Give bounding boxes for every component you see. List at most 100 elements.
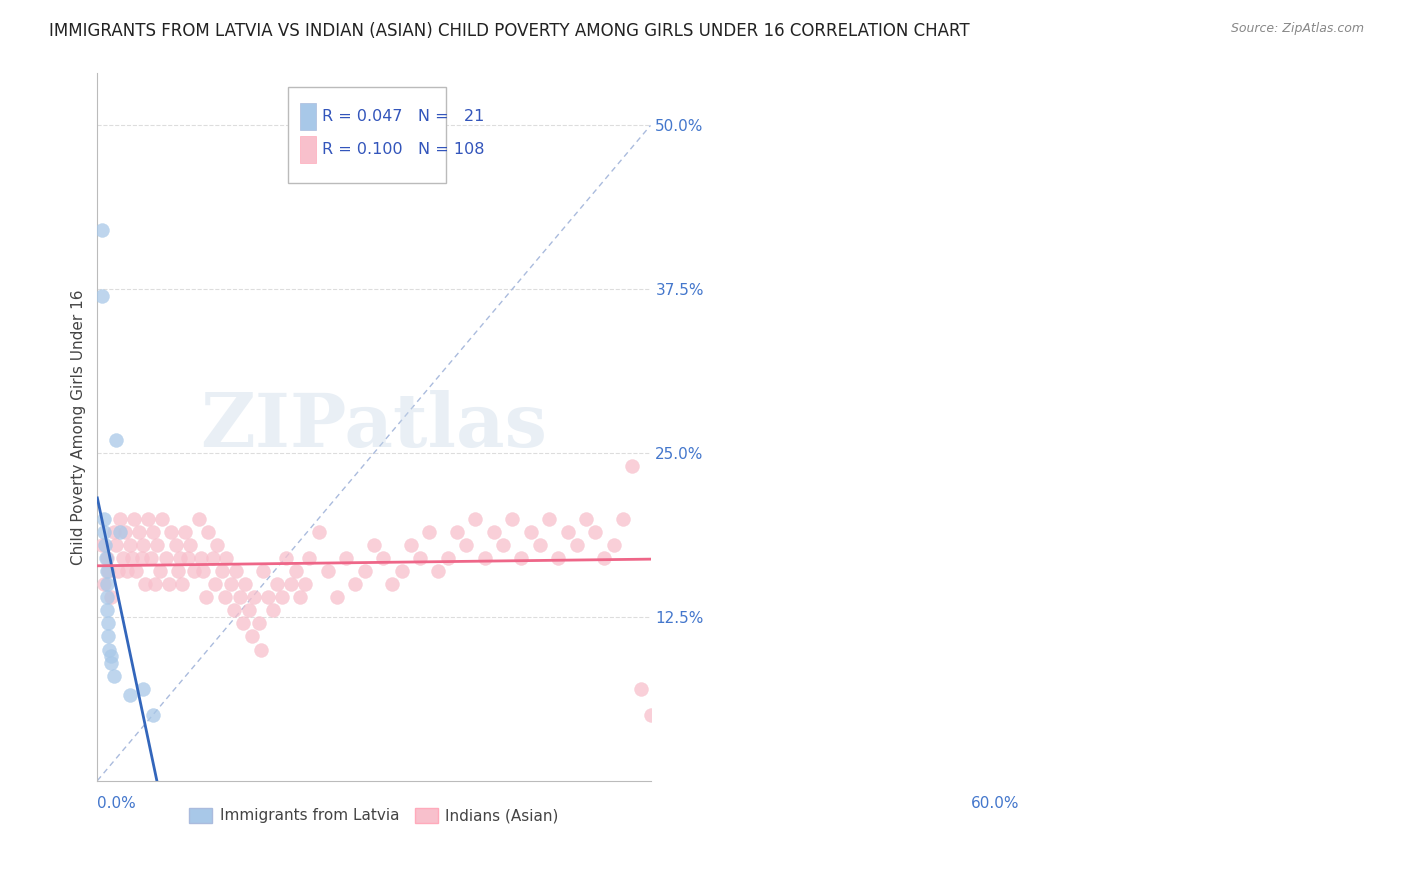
Point xyxy=(142,708,165,723)
Point xyxy=(418,524,440,539)
Point xyxy=(97,564,120,578)
Point xyxy=(160,524,183,539)
Point xyxy=(93,511,115,525)
Point xyxy=(104,538,127,552)
Point xyxy=(308,524,330,539)
Point xyxy=(243,590,266,604)
Point xyxy=(176,550,198,565)
Point xyxy=(98,642,121,657)
Point xyxy=(136,511,159,525)
Point xyxy=(128,524,150,539)
Point xyxy=(482,524,505,539)
Point xyxy=(257,590,280,604)
Point xyxy=(121,550,143,565)
Point xyxy=(409,550,432,565)
Point xyxy=(96,603,118,617)
Point xyxy=(284,564,307,578)
Point xyxy=(391,564,413,578)
Point xyxy=(240,630,263,644)
Point xyxy=(131,550,153,565)
Point xyxy=(201,550,224,565)
Bar xyxy=(301,103,316,130)
Point xyxy=(91,538,114,552)
Point xyxy=(167,564,190,578)
Point xyxy=(316,564,339,578)
Point xyxy=(233,577,256,591)
Point xyxy=(100,656,122,670)
Point xyxy=(262,603,284,617)
Point xyxy=(134,577,156,591)
Point xyxy=(97,616,120,631)
Point xyxy=(103,524,125,539)
Point xyxy=(222,603,245,617)
Point xyxy=(280,577,302,591)
Point xyxy=(149,564,172,578)
Point xyxy=(104,433,127,447)
Point xyxy=(100,590,122,604)
Point xyxy=(326,590,349,604)
Point xyxy=(214,590,236,604)
Point xyxy=(427,564,450,578)
Text: Source: ZipAtlas.com: Source: ZipAtlas.com xyxy=(1230,22,1364,36)
Point xyxy=(93,524,115,539)
Point xyxy=(122,511,145,525)
Point xyxy=(232,616,254,631)
Point xyxy=(446,524,468,539)
Point xyxy=(266,577,288,591)
Point xyxy=(187,511,209,525)
Point xyxy=(621,459,644,474)
Point xyxy=(204,577,226,591)
Y-axis label: Child Poverty Among Girls Under 16: Child Poverty Among Girls Under 16 xyxy=(72,289,86,565)
Point xyxy=(193,564,215,578)
Point xyxy=(114,524,136,539)
Point xyxy=(96,550,118,565)
Point xyxy=(399,538,422,552)
Point xyxy=(103,669,125,683)
Point xyxy=(174,524,197,539)
Point xyxy=(344,577,367,591)
Point xyxy=(250,642,273,657)
Point xyxy=(298,550,321,565)
Point xyxy=(146,538,169,552)
Point xyxy=(519,524,541,539)
Point xyxy=(294,577,316,591)
Point xyxy=(91,223,114,237)
Point xyxy=(575,511,598,525)
Point xyxy=(353,564,375,578)
Point xyxy=(252,564,274,578)
Point xyxy=(100,649,122,664)
Legend: Immigrants from Latvia, Indians (Asian): Immigrants from Latvia, Indians (Asian) xyxy=(183,801,565,830)
Point xyxy=(436,550,458,565)
Text: IMMIGRANTS FROM LATVIA VS INDIAN (ASIAN) CHILD POVERTY AMONG GIRLS UNDER 16 CORR: IMMIGRANTS FROM LATVIA VS INDIAN (ASIAN)… xyxy=(49,22,970,40)
Point xyxy=(510,550,533,565)
Point xyxy=(91,289,114,303)
Point xyxy=(219,577,242,591)
Point xyxy=(538,511,561,525)
FancyBboxPatch shape xyxy=(288,87,446,183)
Point xyxy=(238,603,260,617)
Point xyxy=(142,524,165,539)
Point xyxy=(205,538,228,552)
Point xyxy=(474,550,496,565)
Point xyxy=(288,590,311,604)
Point xyxy=(335,550,357,565)
Point xyxy=(96,564,118,578)
Point xyxy=(96,577,118,591)
Point xyxy=(381,577,404,591)
Point xyxy=(190,550,212,565)
Point xyxy=(118,689,141,703)
Point xyxy=(118,538,141,552)
Point xyxy=(211,564,233,578)
Point xyxy=(172,577,194,591)
Point xyxy=(157,577,180,591)
Point xyxy=(179,538,201,552)
Point xyxy=(630,681,652,696)
Point xyxy=(94,550,117,565)
Point xyxy=(195,590,218,604)
Point xyxy=(96,590,118,604)
Bar xyxy=(301,136,316,163)
Point xyxy=(132,681,155,696)
Point xyxy=(139,550,162,565)
Point xyxy=(93,538,115,552)
Point xyxy=(602,538,624,552)
